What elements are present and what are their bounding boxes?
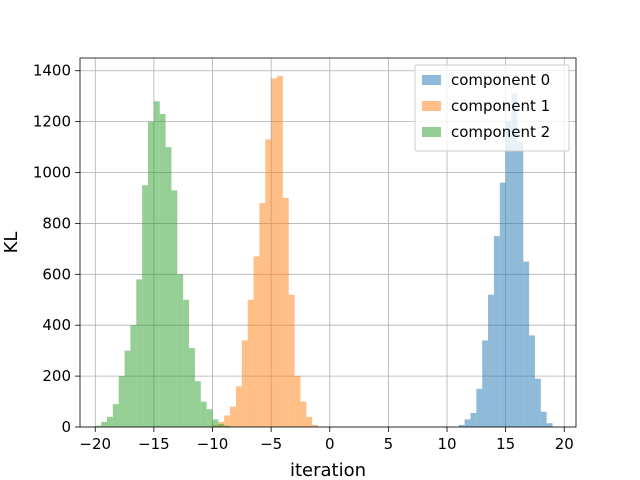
histogram-bar [124,350,131,427]
y-tick-label: 400 [42,316,71,334]
histogram-bar [482,340,489,427]
y-axis-label: KL [1,232,22,254]
histogram-bar [312,424,319,427]
y-tick-label: 800 [42,214,71,232]
legend-label: component 0 [451,71,550,89]
x-axis-label: iteration [290,460,366,480]
legend-swatch [422,75,441,85]
histogram-bar [118,376,125,427]
y-tick-label: 1400 [33,62,71,80]
histogram-bar [517,141,524,427]
histogram-bar [458,424,465,427]
histogram-bar [241,340,248,427]
histogram-bar [194,381,201,427]
histogram-bar [183,299,190,427]
histogram-bar [130,325,137,427]
y-tick-label: 600 [42,265,71,283]
y-tick-label: 1200 [33,113,71,131]
x-tick-label: 0 [325,435,335,453]
x-tick-label: −20 [79,435,111,453]
series-0-bars [458,93,553,427]
histogram-bar [499,182,506,427]
x-tick-label: 20 [555,435,574,453]
legend-label: component 1 [451,97,550,115]
axis-ticks: −20 −15 −10 −5 0 5 10 15 20020040060080010001200… [33,62,574,453]
x-tick-label: −10 [197,435,229,453]
histogram-bar [142,185,149,427]
histogram-bar [148,121,154,427]
histogram-bar [523,261,530,427]
histogram-bar [200,401,207,427]
histogram-bar [265,139,272,427]
histogram-bar [259,203,266,427]
histogram-bar [247,299,254,427]
histogram-bar [253,256,260,427]
histogram-bar [136,279,143,427]
histogram-bar [177,274,184,427]
series-1-bars [212,75,319,428]
legend-swatch [422,101,441,111]
histogram-bar [224,425,231,427]
histogram-bar [470,413,477,427]
histogram-bar [101,421,107,427]
x-tick-label: 5 [384,435,394,453]
x-tick-label: 15 [496,435,515,453]
histogram-bar [294,376,301,427]
histogram-bars [95,75,553,428]
histogram-bar [271,78,277,428]
histogram-bar [488,294,494,427]
histogram-bar [534,378,541,427]
x-tick-label: 10 [437,435,456,453]
histogram-bar [540,411,547,427]
histogram-bar [505,121,512,427]
histogram-bar [464,419,471,427]
histogram-bar [306,416,313,427]
series-2-bars [95,101,231,427]
x-tick-label: −5 [260,435,282,453]
histogram-bar [106,416,113,427]
histogram-bar [230,406,236,427]
histogram-bar [218,423,225,427]
legend-swatch [422,127,441,137]
histogram-bar [235,386,242,427]
plot-area-frame [79,57,577,428]
histogram-bar [288,294,295,427]
histogram-bar [276,75,283,428]
histogram-bar [206,409,213,427]
histogram-bar [493,236,500,427]
histogram-bar [165,147,172,427]
y-tick-label: 1000 [33,164,71,182]
histogram-bar [511,93,518,427]
histogram-bar [476,388,483,427]
histogram-bar [159,113,166,427]
y-tick-label: 200 [42,367,71,385]
x-tick-label: −15 [138,435,170,453]
histogram-bar [95,425,102,427]
histogram-bar [282,197,289,427]
histogram-bar [189,348,195,427]
histogram-bar [529,335,535,427]
histogram-bar [153,101,160,427]
histogram-bar [546,423,553,427]
histogram-bar [224,415,231,427]
y-tick-label: 0 [61,418,71,436]
histogram-bar [112,404,119,427]
histogram-bar [300,401,307,427]
histogram-bar [212,419,219,427]
legend: component 0 component 1 component 2 [414,64,570,152]
legend-label: component 2 [451,123,550,141]
histogram-bar [171,190,178,427]
legend-box [414,64,570,152]
